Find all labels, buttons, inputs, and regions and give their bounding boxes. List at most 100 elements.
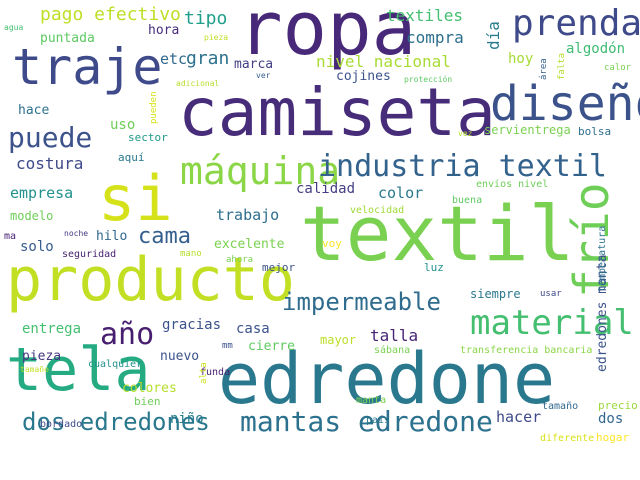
word: precio	[598, 399, 638, 412]
word: buena	[452, 195, 483, 206]
word: país	[366, 415, 391, 426]
word: etc	[160, 50, 188, 68]
word: puntada	[40, 31, 95, 46]
word: usar	[540, 289, 562, 299]
word: transferencia bancaria	[460, 345, 593, 356]
word: textil	[300, 189, 575, 278]
word: camiseta	[178, 74, 496, 151]
word: falta	[557, 52, 567, 80]
word: uso	[110, 117, 136, 133]
word: nuevo	[160, 349, 200, 364]
word: ahora	[226, 255, 254, 265]
word: puede	[8, 121, 93, 154]
word: máquina	[180, 149, 341, 193]
word: año	[100, 317, 155, 352]
word: dos edredones	[22, 408, 210, 436]
word: manta	[356, 395, 387, 406]
word: color	[378, 184, 424, 202]
word: diseño	[490, 76, 640, 132]
word: aquí	[118, 151, 145, 164]
word: día	[484, 21, 503, 50]
word: compra	[406, 28, 464, 47]
word: hora	[148, 23, 180, 38]
word: tela	[6, 335, 151, 405]
word: gracias	[162, 317, 222, 333]
word: vez	[458, 129, 473, 138]
word: hilo	[96, 229, 128, 244]
word: sábana	[374, 345, 411, 356]
word: envíos nivel	[476, 179, 549, 190]
word: siempre	[470, 287, 521, 301]
word: hoy	[508, 51, 534, 67]
word: área	[539, 58, 549, 80]
word: costura	[16, 154, 84, 173]
word: prenda	[512, 3, 640, 44]
word: sector	[128, 131, 168, 144]
word: empresa	[10, 184, 74, 202]
word: velocidad	[350, 205, 405, 216]
word: bordado	[40, 419, 83, 430]
word: hogar	[596, 431, 630, 444]
word: nivel nacional	[316, 52, 451, 71]
word: mantas edredone	[240, 405, 493, 438]
word: diferente	[540, 433, 595, 444]
word: seguridad	[62, 249, 117, 260]
word: algodón	[566, 41, 626, 57]
word: traje	[12, 38, 163, 96]
word: modelo	[10, 209, 54, 223]
word: mayor	[320, 333, 357, 347]
word: dos	[598, 411, 624, 427]
word: talla	[370, 326, 419, 345]
word: excelente	[214, 237, 285, 252]
word: marca	[234, 57, 274, 72]
word: impermeable	[282, 288, 441, 316]
word: cama	[138, 224, 191, 249]
word: pago efectivo	[40, 4, 181, 25]
word: adicional	[176, 79, 220, 88]
word: ropa	[238, 0, 417, 72]
word: noche	[64, 229, 89, 238]
word: industria textil	[318, 149, 607, 184]
word: niño	[170, 411, 204, 427]
word: entrega	[22, 321, 82, 337]
word: producto	[6, 245, 295, 315]
word: edredone	[218, 338, 556, 420]
word: mano	[180, 249, 202, 259]
word: hacer	[496, 408, 542, 426]
word: pieza	[22, 349, 62, 364]
word: pieza	[204, 33, 229, 42]
word: calidad	[296, 181, 356, 197]
word: protección	[404, 75, 453, 84]
word: funda	[200, 367, 231, 378]
word: colores	[122, 381, 177, 396]
word: tamaño	[20, 365, 49, 374]
word: cualquier	[88, 359, 143, 370]
word: mm	[222, 341, 233, 351]
word: casa	[236, 321, 270, 337]
word: bolsa	[578, 125, 612, 138]
word: cierre	[248, 339, 295, 354]
word: calor	[604, 63, 632, 73]
word: trabajo	[216, 206, 280, 224]
word: textiles	[386, 6, 464, 25]
word: solo	[20, 239, 54, 255]
word: temperatura	[597, 225, 608, 292]
word: servientrega	[484, 123, 571, 137]
word: pueden	[149, 91, 159, 124]
word: tipo	[184, 8, 228, 29]
word: alta	[199, 362, 209, 384]
word: cojines	[336, 69, 391, 84]
word: material	[470, 303, 634, 343]
word: ver	[256, 71, 271, 80]
word: si	[98, 162, 173, 235]
word: agua	[4, 23, 24, 32]
word: mejor	[262, 261, 296, 274]
word: ma	[4, 231, 17, 242]
word: voy	[322, 237, 342, 250]
word: hace	[18, 103, 50, 118]
word: gran	[186, 48, 230, 69]
word: tamaño	[542, 401, 579, 412]
word: bien	[134, 395, 161, 408]
word: luz	[424, 261, 444, 274]
